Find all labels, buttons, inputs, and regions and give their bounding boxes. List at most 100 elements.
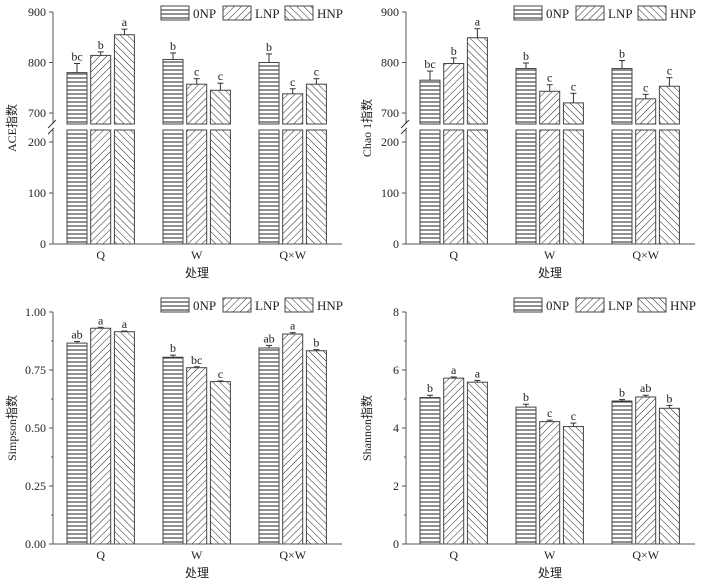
legend-swatch-0NP <box>513 5 543 21</box>
bar-HNP-0-lower <box>466 129 488 245</box>
significance-letter: b <box>170 341 176 355</box>
y-tick-label: 800 <box>381 56 399 70</box>
bar-LNP-2-upper <box>282 93 304 125</box>
legend-label: HNP <box>670 298 696 313</box>
chart-panel-simpson: ab b ab a bc a a c b 0.00 0.25 0.50 0.75 1.00 Q W Q×W 处理 S… <box>4 297 343 580</box>
significance-letter: ab <box>263 331 274 345</box>
y-tick-label: 100 <box>381 186 399 200</box>
legend: 0NP LNP HNP <box>160 5 343 21</box>
x-axis-label: 处理 <box>538 266 562 280</box>
bar-0NP-2-upper <box>611 68 633 125</box>
bar-HNP-1-upper <box>209 89 231 125</box>
bar-LNP-1 <box>186 367 208 545</box>
bar-LNP-0 <box>90 327 112 545</box>
bar-LNP-0 <box>443 377 465 545</box>
y-tick-label: 0 <box>40 237 46 251</box>
x-tick-label: Q <box>449 248 458 262</box>
bar-HNP-2-lower <box>658 129 680 245</box>
bar-HNP-1 <box>562 426 584 545</box>
bar-HNP-1-lower <box>562 129 584 245</box>
y-tick-label: 200 <box>381 135 399 149</box>
y-tick-label: 0.25 <box>25 479 46 493</box>
bar-LNP-0-lower <box>443 129 465 245</box>
bar-HNP-1 <box>209 381 231 545</box>
legend-label: LNP <box>255 298 280 313</box>
significance-letter: a <box>290 319 296 333</box>
significance-letter: a <box>475 15 481 29</box>
legend: 0NP LNP HNP <box>513 297 696 313</box>
legend-label: HNP <box>317 298 343 313</box>
significance-letter: b <box>170 39 176 53</box>
y-tick-label: 1.00 <box>25 305 46 319</box>
bar-0NP-0 <box>419 397 441 545</box>
legend: 0NP LNP HNP <box>160 297 343 313</box>
chart-panel-shannon: b b b a c ab a c b 0 2 4 6 8 Q W Q×W 处理 Shannon指数 0NP LNP HNP <box>359 297 696 580</box>
axis-break-gap <box>54 124 343 130</box>
y-tick-label: 0.00 <box>25 537 46 551</box>
x-tick-label: Q <box>96 248 105 262</box>
significance-letter: b <box>427 381 433 395</box>
y-tick-label: 4 <box>393 421 399 435</box>
bar-0NP-1-lower <box>515 129 537 245</box>
legend-swatch-HNP <box>637 297 667 313</box>
significance-letter: a <box>475 366 481 380</box>
x-tick-label: Q <box>96 548 105 562</box>
bar-HNP-2-upper <box>305 83 327 125</box>
legend-swatch-LNP <box>575 5 605 21</box>
bar-0NP-2-lower <box>258 129 280 245</box>
bar-LNP-1-lower <box>539 129 561 245</box>
significance-letter: bc <box>191 353 202 367</box>
significance-letter: bc <box>71 50 82 64</box>
bar-HNP-2-lower <box>305 129 327 245</box>
y-tick-label: 0.75 <box>25 363 46 377</box>
bar-HNP-1-lower <box>209 129 231 245</box>
bar-0NP-0-upper <box>419 79 441 125</box>
significance-letter: c <box>218 367 223 381</box>
legend-swatch-0NP <box>513 297 543 313</box>
y-tick-label: 0.50 <box>25 421 46 435</box>
x-tick-label: W <box>544 548 556 562</box>
bar-0NP-0-lower <box>419 129 441 245</box>
bar-0NP-0 <box>66 342 88 545</box>
bar-HNP-0-upper <box>113 34 135 125</box>
significance-letter: bc <box>424 57 435 71</box>
x-tick-label: W <box>191 548 203 562</box>
bar-0NP-1-upper <box>515 68 537 125</box>
significance-letter: b <box>666 391 672 405</box>
significance-letter: c <box>547 406 552 420</box>
y-tick-label: 100 <box>28 186 46 200</box>
legend-swatch-LNP <box>575 297 605 313</box>
significance-letter: b <box>266 40 272 54</box>
bar-LNP-2-lower <box>282 129 304 245</box>
x-tick-label: W <box>544 248 556 262</box>
bar-0NP-1 <box>515 406 537 545</box>
bar-0NP-0-upper <box>66 72 88 125</box>
significance-letter: c <box>571 79 576 93</box>
legend-swatch-HNP <box>284 5 314 21</box>
significance-letter: a <box>451 363 457 377</box>
y-axis-label: ACE指数 <box>4 104 19 152</box>
significance-letter: b <box>451 44 457 58</box>
legend-label: 0NP <box>546 6 569 21</box>
y-tick-label: 2 <box>393 479 399 493</box>
bar-HNP-0 <box>466 381 488 545</box>
legend-swatch-0NP <box>160 297 190 313</box>
significance-letter: b <box>98 38 104 52</box>
bar-HNP-2-upper <box>658 85 680 125</box>
legend: 0NP LNP HNP <box>513 5 696 21</box>
bar-0NP-1-upper <box>162 58 184 125</box>
y-tick-label: 8 <box>393 305 399 319</box>
bar-LNP-2-upper <box>635 98 657 125</box>
y-tick-label: 800 <box>28 56 46 70</box>
bar-LNP-2 <box>282 333 304 545</box>
significance-letter: b <box>523 390 529 404</box>
legend-label: HNP <box>317 6 343 21</box>
y-tick-label: 700 <box>381 106 399 120</box>
bar-0NP-2-lower <box>611 129 633 245</box>
significance-letter: a <box>122 317 128 331</box>
x-tick-label: Q×W <box>632 548 659 562</box>
significance-letter: ab <box>640 381 651 395</box>
y-tick-label: 0 <box>393 237 399 251</box>
bar-0NP-1-lower <box>162 129 184 245</box>
